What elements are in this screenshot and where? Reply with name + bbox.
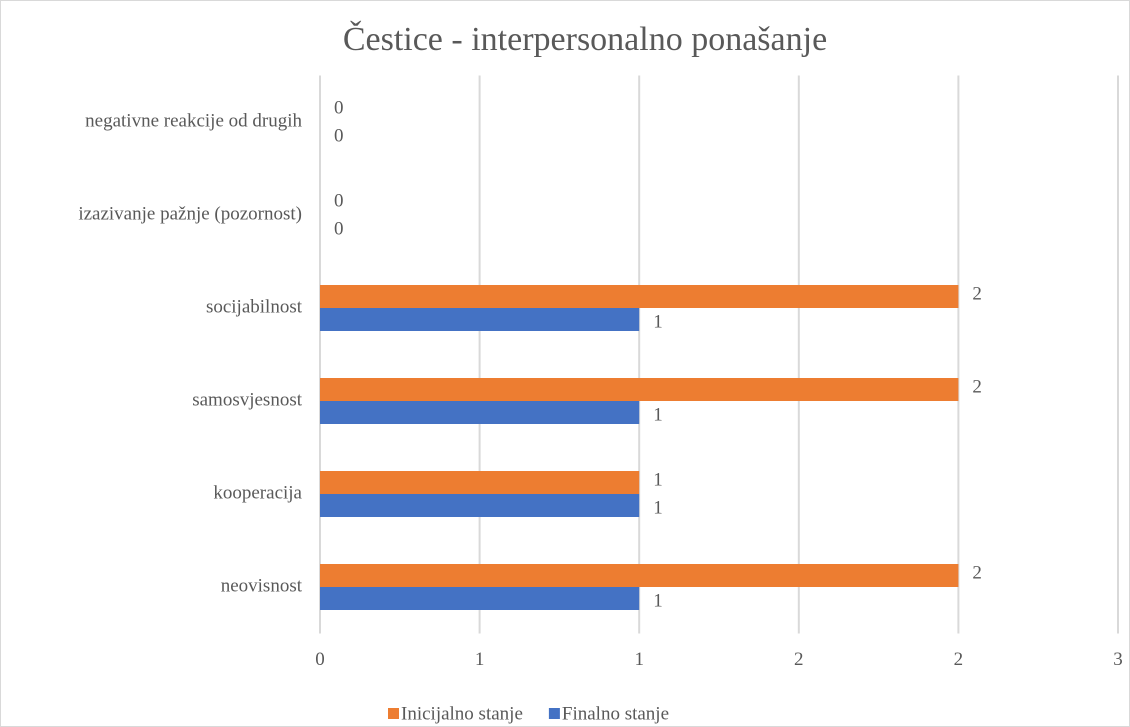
value-label: 2 [972, 283, 982, 304]
bar [320, 308, 640, 331]
value-label: 0 [334, 218, 344, 239]
value-label: 1 [653, 469, 663, 490]
value-label: 1 [653, 404, 663, 425]
bar [320, 494, 640, 517]
value-label: 2 [972, 376, 982, 397]
x-tick-label: 2 [794, 649, 804, 670]
legend-label: Inicijalno stanje [401, 703, 523, 724]
bar [320, 378, 959, 401]
value-label: 0 [334, 125, 344, 146]
bar [320, 564, 959, 587]
y-tick-label: kooperacija [213, 482, 302, 503]
value-label: 1 [653, 311, 663, 332]
y-tick-label: izazivanje pažnje (pozornost) [78, 203, 302, 224]
y-tick-label: socijabilnost [206, 296, 303, 317]
x-tick-label: 0 [315, 649, 325, 670]
value-label: 2 [972, 562, 982, 583]
value-label: 0 [334, 97, 344, 118]
value-label: 1 [653, 590, 663, 611]
y-tick-label: negativne reakcije od drugih [85, 110, 302, 131]
y-tick-label: samosvjesnost [192, 389, 303, 410]
value-label: 1 [653, 497, 663, 518]
bar [320, 587, 640, 610]
y-tick-label: neovisnost [221, 575, 303, 596]
x-tick-label: 1 [634, 649, 644, 670]
x-tick-label: 2 [954, 649, 964, 670]
value-label: 0 [334, 190, 344, 211]
chart-title: Čestice - interpersonalno ponašanje [343, 20, 827, 58]
legend-swatch [548, 708, 560, 719]
legend-label: Finalno stanje [562, 703, 669, 724]
x-tick-label: 1 [475, 649, 485, 670]
legend-swatch [388, 708, 399, 719]
bar [320, 285, 959, 308]
x-tick-label: 3 [1113, 649, 1123, 670]
bar [320, 401, 640, 424]
bar [320, 471, 640, 494]
